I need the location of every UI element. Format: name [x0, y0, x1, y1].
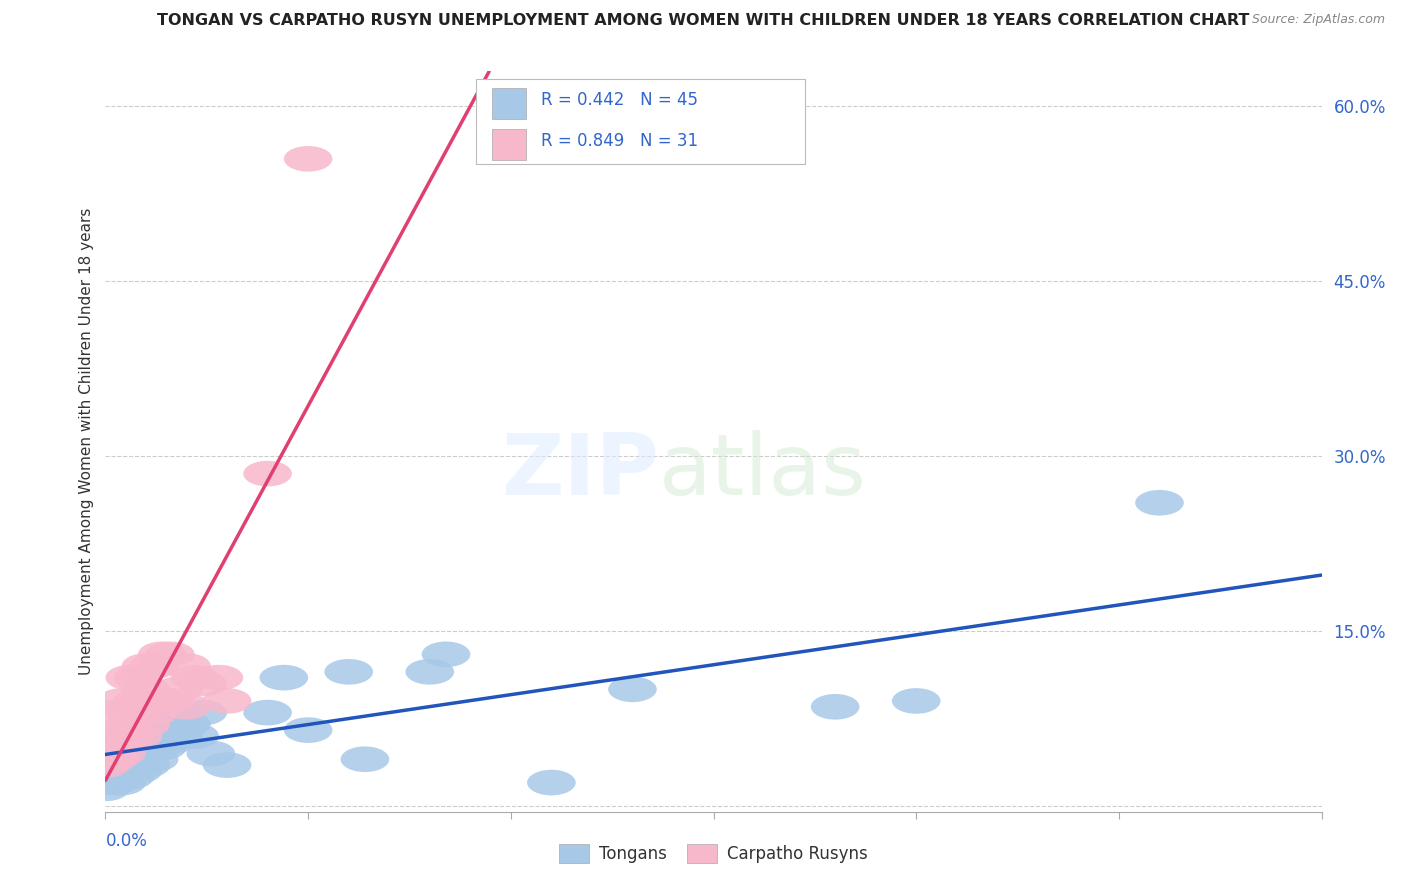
Ellipse shape — [179, 671, 228, 697]
Ellipse shape — [122, 752, 170, 778]
Text: R = 0.442   N = 45: R = 0.442 N = 45 — [541, 91, 697, 109]
Ellipse shape — [114, 740, 162, 766]
Legend: Tongans, Carpatho Rusyns: Tongans, Carpatho Rusyns — [553, 838, 875, 870]
Ellipse shape — [122, 712, 170, 737]
Ellipse shape — [129, 747, 179, 772]
Ellipse shape — [97, 688, 146, 714]
Ellipse shape — [97, 758, 146, 784]
Ellipse shape — [162, 712, 211, 737]
Ellipse shape — [325, 659, 373, 685]
Ellipse shape — [129, 700, 179, 725]
Ellipse shape — [129, 653, 179, 679]
Ellipse shape — [162, 653, 211, 679]
Ellipse shape — [194, 665, 243, 690]
Ellipse shape — [122, 676, 170, 702]
Ellipse shape — [243, 700, 292, 725]
Ellipse shape — [122, 653, 170, 679]
Ellipse shape — [138, 688, 187, 714]
Ellipse shape — [89, 770, 138, 796]
Ellipse shape — [105, 665, 155, 690]
Ellipse shape — [146, 641, 194, 667]
Ellipse shape — [105, 735, 155, 760]
Text: ZIP: ZIP — [501, 430, 659, 513]
Ellipse shape — [114, 723, 162, 748]
Ellipse shape — [105, 764, 155, 789]
Text: R = 0.849   N = 31: R = 0.849 N = 31 — [541, 132, 697, 150]
Ellipse shape — [122, 717, 170, 743]
Ellipse shape — [422, 641, 470, 667]
Ellipse shape — [82, 775, 129, 801]
Ellipse shape — [82, 752, 129, 778]
Ellipse shape — [284, 717, 332, 743]
Ellipse shape — [97, 717, 146, 743]
Ellipse shape — [609, 676, 657, 702]
Ellipse shape — [105, 717, 155, 743]
Ellipse shape — [284, 146, 332, 171]
Ellipse shape — [155, 676, 202, 702]
Ellipse shape — [97, 770, 146, 796]
FancyBboxPatch shape — [477, 78, 804, 164]
Ellipse shape — [179, 700, 228, 725]
Ellipse shape — [340, 747, 389, 772]
Ellipse shape — [260, 665, 308, 690]
Ellipse shape — [105, 700, 155, 725]
Ellipse shape — [202, 752, 252, 778]
Ellipse shape — [114, 665, 162, 690]
Ellipse shape — [138, 712, 187, 737]
Ellipse shape — [97, 735, 146, 760]
Ellipse shape — [105, 729, 155, 755]
Ellipse shape — [138, 735, 187, 760]
Ellipse shape — [162, 694, 211, 720]
Text: atlas: atlas — [659, 430, 868, 513]
Ellipse shape — [89, 747, 138, 772]
Ellipse shape — [811, 694, 859, 720]
Ellipse shape — [146, 688, 194, 714]
Ellipse shape — [155, 700, 202, 725]
Ellipse shape — [114, 758, 162, 784]
Ellipse shape — [155, 723, 202, 748]
Ellipse shape — [138, 641, 187, 667]
Ellipse shape — [122, 700, 170, 725]
Ellipse shape — [97, 747, 146, 772]
Ellipse shape — [97, 740, 146, 766]
Text: Source: ZipAtlas.com: Source: ZipAtlas.com — [1251, 13, 1385, 27]
Text: TONGAN VS CARPATHO RUSYN UNEMPLOYMENT AMONG WOMEN WITH CHILDREN UNDER 18 YEARS C: TONGAN VS CARPATHO RUSYN UNEMPLOYMENT AM… — [157, 13, 1249, 29]
Ellipse shape — [170, 723, 219, 748]
Ellipse shape — [122, 735, 170, 760]
Ellipse shape — [527, 770, 575, 796]
Ellipse shape — [114, 723, 162, 748]
FancyBboxPatch shape — [492, 128, 526, 160]
Ellipse shape — [1135, 490, 1184, 516]
Ellipse shape — [89, 747, 138, 772]
Ellipse shape — [129, 700, 179, 725]
Ellipse shape — [187, 740, 235, 766]
Ellipse shape — [129, 723, 179, 748]
Ellipse shape — [89, 700, 138, 725]
Ellipse shape — [405, 659, 454, 685]
Ellipse shape — [89, 758, 138, 784]
Y-axis label: Unemployment Among Women with Children Under 18 years: Unemployment Among Women with Children U… — [79, 208, 94, 675]
Ellipse shape — [89, 723, 138, 748]
Ellipse shape — [114, 688, 162, 714]
Text: 0.0%: 0.0% — [105, 832, 148, 850]
Ellipse shape — [105, 752, 155, 778]
Ellipse shape — [243, 461, 292, 486]
Ellipse shape — [170, 665, 219, 690]
Ellipse shape — [891, 688, 941, 714]
Ellipse shape — [146, 729, 194, 755]
Ellipse shape — [202, 688, 252, 714]
FancyBboxPatch shape — [492, 87, 526, 119]
Ellipse shape — [105, 723, 155, 748]
